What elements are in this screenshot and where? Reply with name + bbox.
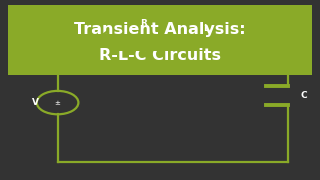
Text: L: L xyxy=(204,24,209,33)
Text: V: V xyxy=(32,98,39,107)
Text: R-L-C Circuits: R-L-C Circuits xyxy=(99,48,221,63)
Text: C: C xyxy=(301,91,307,100)
Bar xyxy=(8,5,312,75)
Text: ±: ± xyxy=(55,100,60,106)
Text: Transient Analysis:: Transient Analysis: xyxy=(74,22,246,37)
Text: R: R xyxy=(140,19,148,28)
Bar xyxy=(118,35,170,51)
